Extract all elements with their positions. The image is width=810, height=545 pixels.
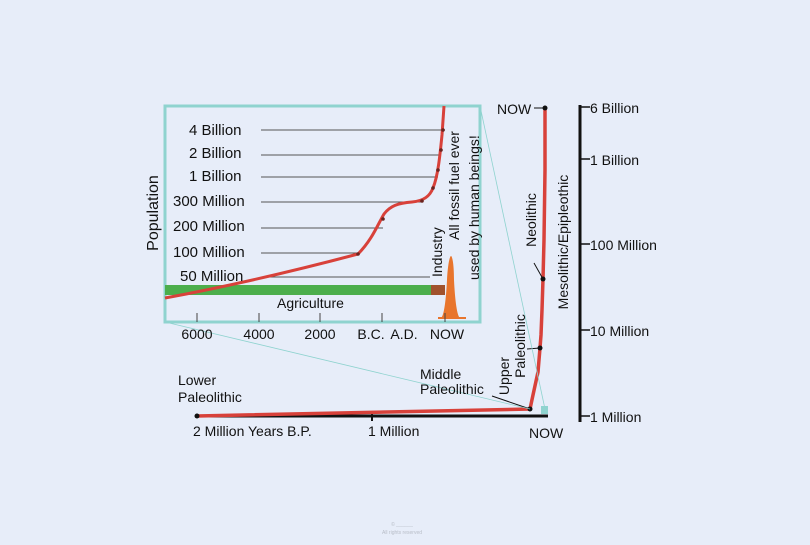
- main-y-label-1-million: 1 Million: [590, 409, 641, 425]
- pop-label-1-billion: 1 Billion: [189, 168, 242, 185]
- inset-zoom-lines: [164, 105, 546, 410]
- inset-y-axis-label: Population: [145, 175, 162, 251]
- lower-paleolithic-label-line1: Lower: [178, 372, 216, 388]
- neolithic-pointer: [533, 262, 544, 280]
- fossil-fuel-label-line2: used by human beings!: [466, 135, 482, 280]
- upper-paleolithic-pointer: [526, 347, 541, 350]
- main-x-label-1-million: 1 Million: [368, 423, 419, 439]
- pop-label-2-billion: 2 Billion: [189, 145, 242, 162]
- agriculture-bar: [165, 285, 431, 295]
- main-y-label-100-million: 100 Million: [590, 237, 657, 253]
- fossil-fuel-peak: [441, 256, 460, 318]
- pop-label-100-million: 100 Million: [173, 244, 245, 261]
- main-y-label-6-billion: 6 Billion: [590, 100, 639, 116]
- inset-x-tick-2000: 2000: [304, 326, 335, 342]
- inset-x-tick-ad: A.D.: [390, 326, 417, 342]
- inset-x-tick-labels: 6000 4000 2000 B.C. A.D. NOW: [181, 326, 464, 342]
- industry-label: Industry: [429, 227, 445, 277]
- upper-paleolithic-label-line1: Upper: [496, 357, 512, 395]
- watermark-line1: © ______: [391, 521, 413, 528]
- pop-label-300-million: 300 Million: [173, 193, 245, 210]
- agriculture-label: Agriculture: [277, 295, 344, 311]
- inset-population-guides: [261, 129, 445, 278]
- upper-paleolithic-label-line2: Paleolithic: [512, 314, 528, 378]
- inset-x-tick-now: NOW: [430, 326, 465, 342]
- middle-paleolithic-pointer: [491, 395, 531, 410]
- mesolithic-label: Mesolithic/Epipleothic: [555, 175, 571, 310]
- pop-label-200-million: 200 Million: [173, 218, 245, 235]
- fossil-fuel-label-line1: All fossil fuel ever: [446, 131, 462, 240]
- main-x-label-2-million: 2 Million Years B.P.: [193, 423, 312, 439]
- pop-label-4-billion: 4 Billion: [189, 122, 242, 139]
- main-curve-now-marker: [541, 406, 548, 414]
- inset-x-tick-4000: 4000: [243, 326, 274, 342]
- pop-label-50-million: 50 Million: [180, 268, 243, 285]
- main-y-label-10-million: 10 Million: [590, 323, 649, 339]
- inset-x-ticks: [196, 313, 446, 322]
- main-y-label-1-billion: 1 Billion: [590, 152, 639, 168]
- main-y-ticks: [580, 106, 590, 417]
- middle-paleolithic-label-line1: Middle: [420, 366, 461, 382]
- inset-x-tick-6000: 6000: [181, 326, 212, 342]
- inset-population-labels: 4 Billion 2 Billion 1 Billion 300 Millio…: [173, 122, 245, 285]
- neolithic-label: Neolithic: [523, 193, 539, 247]
- inset-x-tick-bc: B.C.: [357, 326, 384, 342]
- inset-curve-points: [356, 128, 445, 256]
- watermark-line2: All rights reserved: [382, 530, 422, 536]
- main-population-curve: [196, 108, 547, 418]
- lower-paleolithic-label-line2: Paleolithic: [178, 389, 242, 405]
- main-x-labels: 2 Million Years B.P. 1 Million NOW: [193, 423, 564, 441]
- industry-bar-segment: [431, 285, 445, 295]
- middle-paleolithic-label-line2: Paleolithic: [420, 381, 484, 397]
- main-y-labels: 6 Billion 1 Billion 100 Million 10 Milli…: [590, 100, 657, 425]
- now-top-label: NOW: [497, 101, 532, 117]
- main-x-label-now: NOW: [529, 425, 564, 441]
